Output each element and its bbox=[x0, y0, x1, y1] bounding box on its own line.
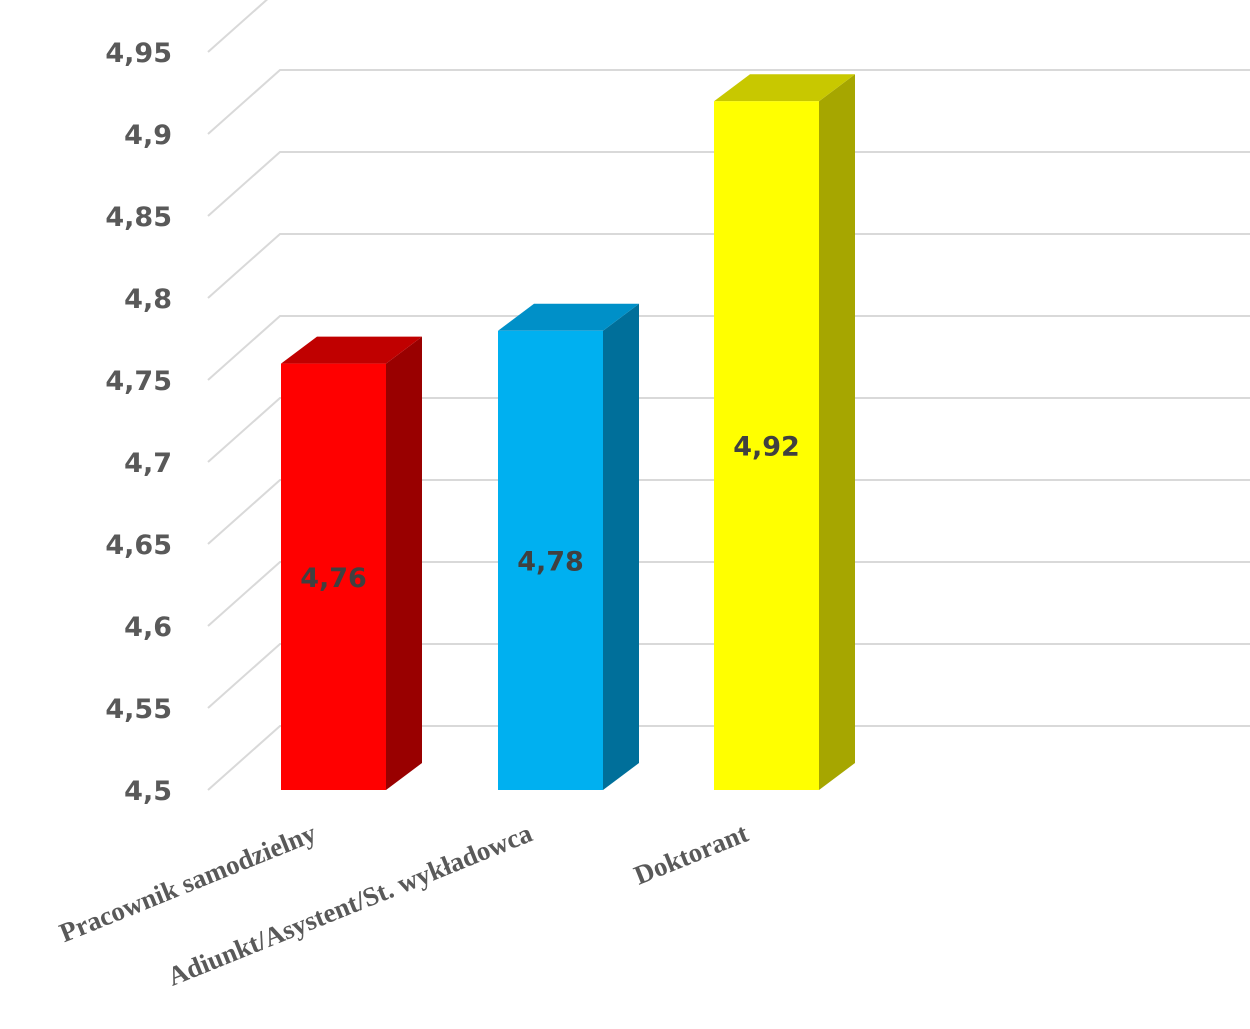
gridline bbox=[207, 643, 1250, 709]
bar bbox=[714, 74, 855, 790]
gridline bbox=[207, 151, 1250, 217]
y-tick-label: 4,95 bbox=[105, 38, 172, 69]
gridline bbox=[207, 69, 1250, 135]
bar-top-face bbox=[498, 303, 639, 331]
gridline bbox=[207, 561, 1250, 627]
data-label: 4,92 bbox=[733, 432, 800, 463]
bar-front-face bbox=[714, 101, 819, 790]
y-axis-tick-labels: 4,5 4,55 4,6 4,65 4,7 4,75 4,8 4,85 4,9 4,95 bbox=[105, 38, 172, 807]
bar-side-face bbox=[603, 303, 639, 790]
y-tick-label: 4,7 bbox=[124, 448, 172, 479]
bar bbox=[498, 303, 639, 790]
y-tick-label: 4,55 bbox=[105, 694, 172, 725]
bar-top-face bbox=[714, 74, 855, 102]
data-label: 4,76 bbox=[300, 563, 367, 594]
gridline bbox=[207, 315, 1250, 381]
x-axis-category-labels: Pracownik samodzielnyAdiunkt/Asystent/St… bbox=[55, 818, 752, 992]
bar-side-face bbox=[819, 74, 855, 790]
gridline bbox=[207, 397, 1250, 463]
y-tick-label: 4,5 bbox=[124, 776, 172, 807]
gridline bbox=[207, 725, 1250, 791]
data-labels: 4,76 4,78 4,92 bbox=[300, 432, 800, 594]
gridline bbox=[207, 479, 1250, 545]
y-tick-label: 4,8 bbox=[124, 284, 172, 315]
y-tick-label: 4,75 bbox=[105, 366, 172, 397]
bars bbox=[281, 74, 855, 790]
y-tick-label: 4,9 bbox=[124, 120, 172, 151]
y-tick-label: 4,6 bbox=[124, 612, 172, 643]
data-label: 4,78 bbox=[517, 546, 584, 577]
bar-front-face bbox=[498, 330, 603, 790]
x-tick-label: Doktorant bbox=[630, 818, 753, 891]
gridline bbox=[207, 233, 1250, 299]
gridlines bbox=[207, 0, 1250, 791]
bar bbox=[281, 336, 422, 790]
y-tick-label: 4,65 bbox=[105, 530, 172, 561]
gridline bbox=[207, 0, 269, 53]
x-tick-label: Adiunkt/Asystent/St. wykładowca bbox=[163, 818, 536, 992]
bar-side-face bbox=[386, 336, 422, 790]
y-tick-label: 4,85 bbox=[105, 202, 172, 233]
bar-top-face bbox=[281, 336, 422, 364]
bar-front-face bbox=[281, 363, 386, 790]
